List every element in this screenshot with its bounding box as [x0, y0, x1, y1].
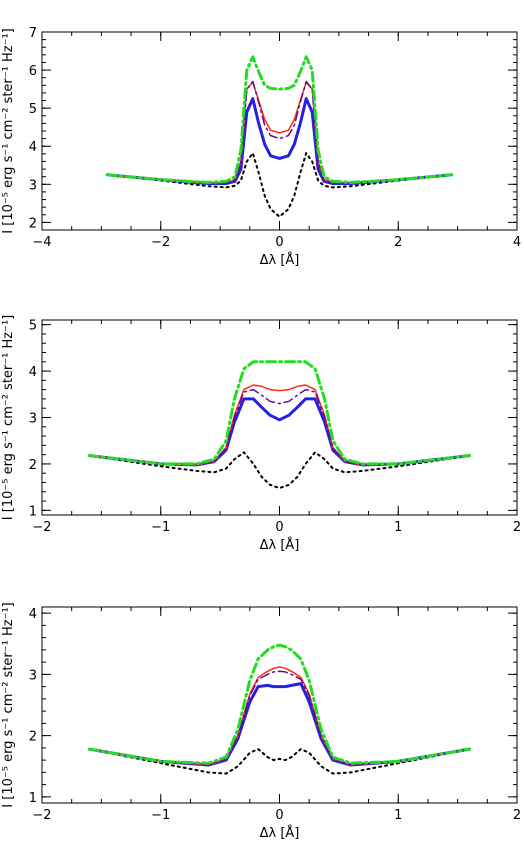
- x-tick-label: −2: [32, 520, 51, 535]
- y-tick-label: 3: [29, 412, 37, 427]
- x-axis-label: Δλ [Å]: [260, 825, 300, 841]
- x-axis-label: Δλ [Å]: [260, 252, 300, 268]
- series-line-5: [88, 643, 471, 765]
- x-tick-label: 4: [513, 235, 521, 250]
- x-axis-label: Δλ [Å]: [260, 537, 300, 553]
- y-tick-label: 2: [29, 216, 37, 231]
- chart-panel-1: −4 −2 0 2 4 2 3 4 5 6 7 Δλ [Å] I [10⁻⁵ erg s⁻¹ cm⁻² …: [1, 26, 521, 268]
- chart-panel-3: −2 −1 0 1 2 1 2 3 4 Δλ [Å] I [10⁻⁵ erg s⁻¹ cm⁻² st…: [1, 602, 521, 841]
- y-tick-label: 7: [29, 26, 37, 41]
- x-tick-label: 0: [275, 235, 283, 250]
- series-line-3: [106, 81, 453, 184]
- x-tick-label: −2: [151, 235, 170, 250]
- y-tick-label: 2: [29, 458, 37, 473]
- chart-panel-2: −2 −1 0 1 2 1 2 3 4 5 Δλ [Å] I [10⁻⁵ erg s⁻¹ cm⁻² s…: [1, 315, 521, 553]
- series-line-3: [88, 666, 471, 766]
- x-tick-label: −1: [151, 520, 170, 535]
- y-tick-label: 4: [29, 365, 37, 380]
- series-line-4: [88, 670, 471, 766]
- x-tick-label: 2: [394, 235, 402, 250]
- y-axis-label: I [10⁻⁵ erg s⁻¹ cm⁻² ster⁻¹ Hz⁻¹]: [1, 602, 16, 807]
- plot-frame: [41, 606, 518, 804]
- x-tick-label: −4: [32, 235, 51, 250]
- y-tick-label: 2: [29, 730, 37, 745]
- series-line-3: [88, 384, 471, 466]
- y-axis-label: I [10⁻⁵ erg s⁻¹ cm⁻² ster⁻¹ Hz⁻¹]: [1, 28, 16, 233]
- y-tick-label: 5: [29, 319, 37, 334]
- x-tick-label: 2: [513, 808, 521, 823]
- series-line-1: [88, 451, 471, 490]
- y-axis-label: I [10⁻⁵ erg s⁻¹ cm⁻² ster⁻¹ Hz⁻¹]: [1, 315, 16, 520]
- series-line-5: [105, 55, 454, 184]
- plot-frame: [41, 319, 518, 516]
- y-tick-label: 3: [29, 668, 37, 683]
- plot-frame: [41, 31, 518, 231]
- x-tick-label: 2: [513, 520, 521, 535]
- y-tick-label: 3: [29, 178, 37, 193]
- series-line-5: [88, 360, 471, 466]
- y-tick-label: 1: [29, 791, 37, 806]
- y-tick-label: 5: [29, 102, 37, 117]
- x-tick-label: 0: [275, 808, 283, 823]
- series-line-4: [88, 388, 471, 466]
- x-tick-label: 0: [275, 520, 283, 535]
- y-tick-label: 4: [29, 140, 37, 155]
- x-tick-label: −1: [151, 808, 170, 823]
- series-line-1: [106, 152, 453, 218]
- series-line-2: [105, 97, 454, 185]
- series-line-2: [88, 397, 471, 467]
- series-line-2: [88, 682, 471, 767]
- y-tick-label: 4: [29, 607, 37, 622]
- x-tick-label: −2: [32, 808, 51, 823]
- series-line-1: [88, 748, 471, 775]
- y-tick-label: 6: [29, 64, 37, 79]
- x-tick-label: 1: [394, 808, 402, 823]
- x-tick-label: 1: [394, 520, 402, 535]
- y-tick-label: 1: [29, 504, 37, 519]
